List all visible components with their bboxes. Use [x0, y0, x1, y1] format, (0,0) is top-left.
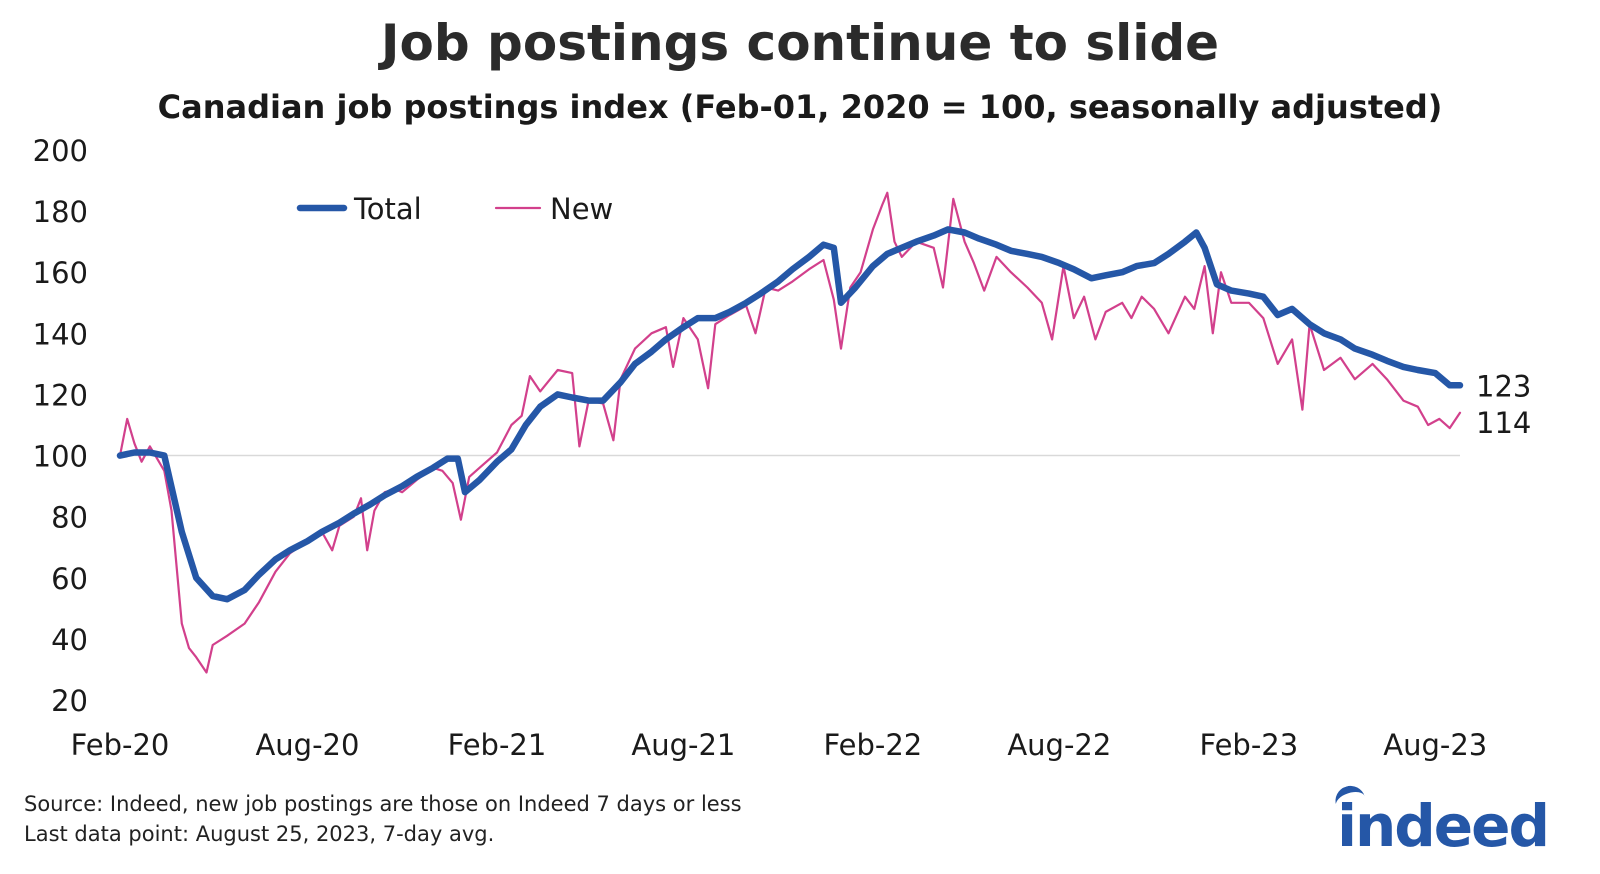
y-tick-label: 60 — [51, 562, 88, 596]
x-tick-label: Feb-21 — [448, 728, 547, 762]
y-tick-label: 180 — [33, 195, 88, 229]
series-line-total — [116, 226, 1464, 603]
x-tick-label: Aug-20 — [255, 728, 359, 762]
chart-title: Job postings continue to slide — [380, 14, 1220, 72]
series-line-new — [118, 191, 1462, 674]
x-tick-label: Feb-22 — [824, 728, 923, 762]
end-label-total: 123 — [1476, 369, 1531, 403]
source-note: Source: Indeed, new job postings are tho… — [24, 792, 742, 816]
x-tick-label: Aug-22 — [1007, 728, 1111, 762]
x-tick-label: Aug-23 — [1383, 728, 1487, 762]
end-label-new: 114 — [1476, 406, 1531, 440]
logo-text: indeed — [1337, 792, 1550, 860]
y-tick-label: 40 — [51, 623, 88, 657]
y-tick-label: 20 — [51, 684, 88, 718]
indeed-logo: indeed — [1331, 782, 1550, 860]
series-group — [116, 191, 1464, 674]
chart-subtitle: Canadian job postings index (Feb-01, 202… — [157, 88, 1443, 126]
y-tick-label: 140 — [33, 317, 88, 351]
x-tick-label: Aug-21 — [631, 728, 735, 762]
y-tick-label: 160 — [33, 256, 88, 290]
legend-label-total: Total — [353, 192, 422, 226]
y-tick-label: 200 — [33, 134, 88, 168]
x-axis: Feb-20 Aug-20 Feb-21 Aug-21 Feb-22 Aug-22 Feb-… — [71, 728, 1488, 762]
y-tick-label: 80 — [51, 501, 88, 535]
last-data-note: Last data point: August 25, 2023, 7-day … — [24, 822, 495, 846]
legend: Total New — [296, 192, 613, 226]
legend-label-new: New — [550, 192, 613, 226]
x-tick-label: Feb-23 — [1199, 728, 1298, 762]
y-tick-label: 120 — [33, 378, 88, 412]
y-tick-label: 100 — [33, 440, 88, 474]
x-tick-label: Feb-20 — [71, 728, 170, 762]
y-axis: 20 40 60 80 100 120 140 160 180 200 — [33, 134, 88, 718]
